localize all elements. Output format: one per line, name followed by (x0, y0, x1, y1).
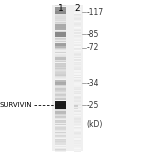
Text: 1: 1 (58, 4, 63, 13)
Bar (55, 64, 66, 67)
Bar (55, 98, 66, 100)
Bar (55, 5, 66, 151)
Bar (55, 46, 66, 48)
Text: -34: -34 (87, 79, 99, 88)
Bar (55, 80, 66, 83)
Text: -85: -85 (87, 30, 99, 39)
Bar (55, 135, 66, 137)
Bar (55, 116, 66, 118)
Bar (74, 105, 78, 107)
Bar (55, 94, 66, 96)
Bar (55, 24, 66, 30)
Text: 2: 2 (75, 4, 80, 13)
Bar (74, 108, 78, 109)
Bar (55, 111, 66, 114)
Bar (55, 7, 66, 11)
Bar (55, 11, 66, 14)
Bar (55, 82, 66, 85)
Bar (55, 74, 66, 76)
Bar (55, 57, 66, 60)
Bar (55, 32, 66, 37)
Bar (55, 127, 66, 129)
Text: SURVIVIN: SURVIVIN (0, 102, 33, 108)
Bar (55, 121, 66, 123)
Bar (55, 101, 66, 109)
Bar (52, 5, 83, 151)
Bar (74, 5, 81, 151)
Bar (55, 142, 66, 145)
Text: -25: -25 (87, 101, 99, 110)
Text: (kD): (kD) (87, 120, 103, 129)
Text: -72: -72 (87, 43, 99, 52)
Bar (55, 43, 66, 46)
Bar (55, 88, 66, 90)
Text: -117: -117 (87, 8, 104, 17)
